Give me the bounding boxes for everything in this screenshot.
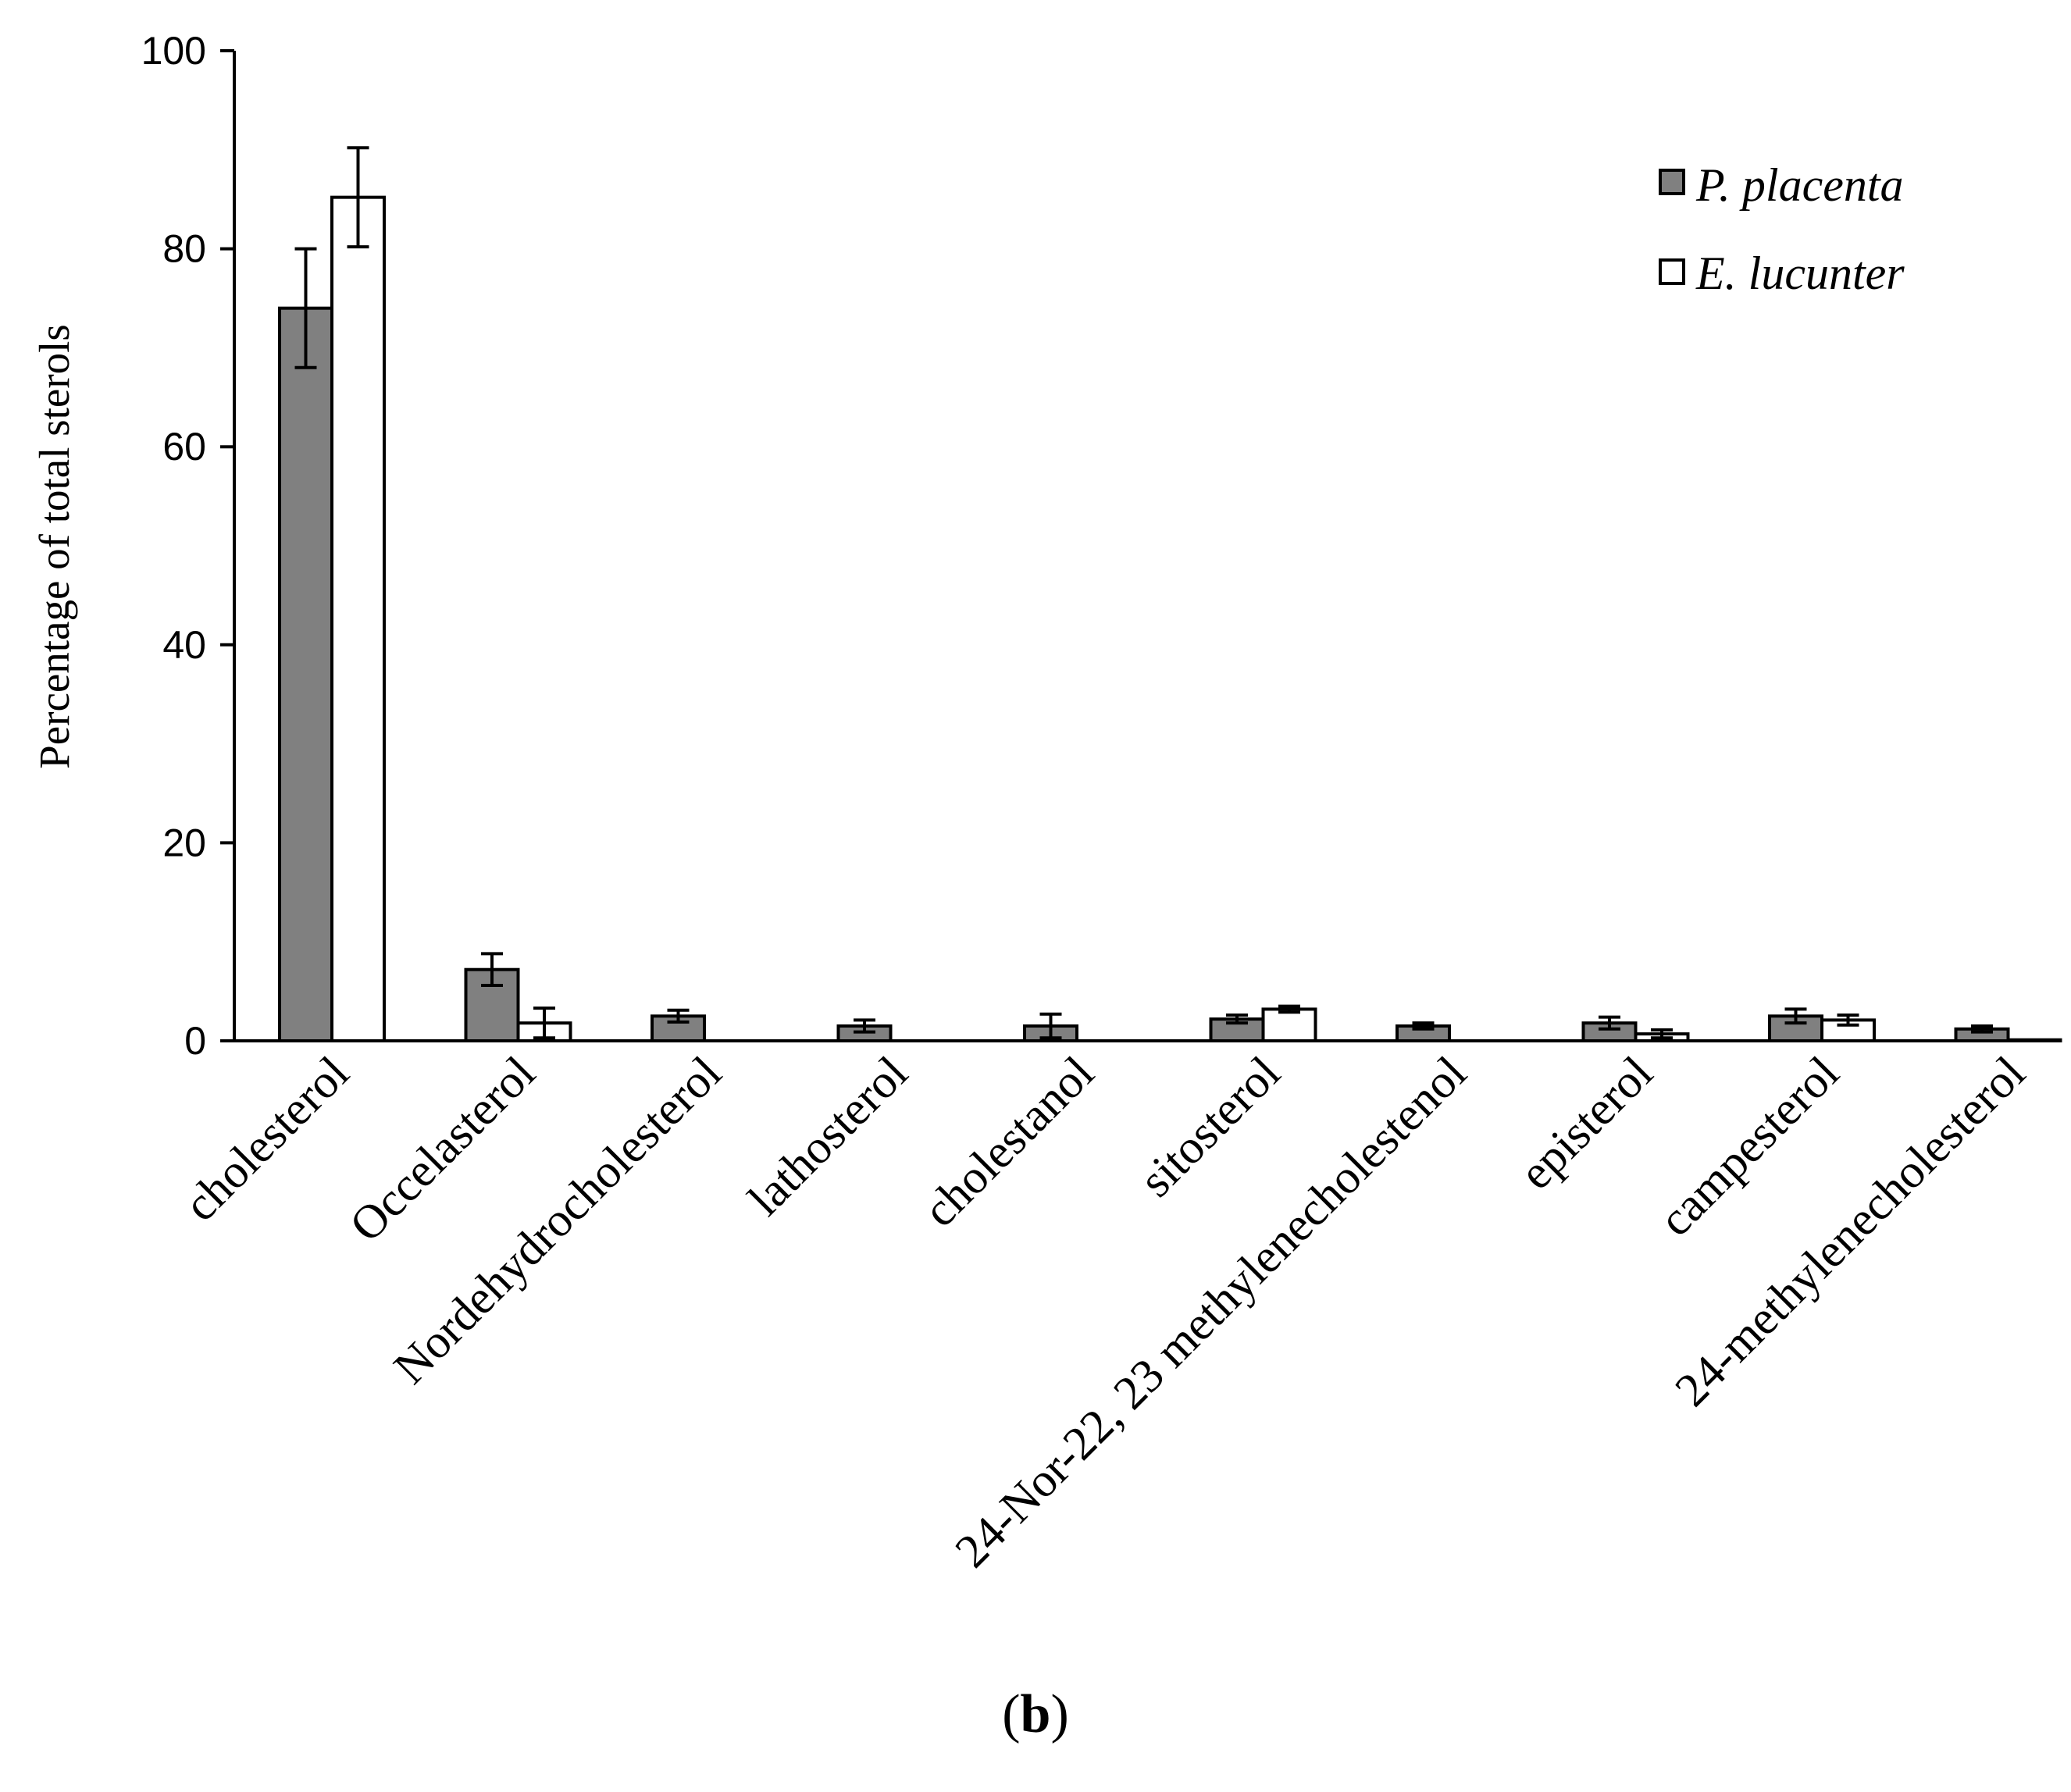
x-tick-label: Occelasterol (340, 1047, 545, 1252)
bar-e-lucunter (1261, 1007, 1317, 1042)
x-tick-label: campesterol (1649, 1047, 1849, 1247)
legend-swatch-p-placenta (1659, 169, 1685, 195)
x-tick-label: cholesterol (174, 1047, 359, 1232)
legend-label-p-placenta: P. placenta (1695, 159, 1904, 211)
legend-label-e-lucunter: E. lucunter (1695, 248, 1905, 299)
panel-label-open: ( (1002, 1684, 1020, 1744)
y-tick-label: 20 (162, 821, 206, 864)
legend-swatch-e-lucunter (1659, 258, 1685, 285)
x-tick-label: 24-methylenecholesterol (1666, 1047, 2036, 1417)
y-tick-label: 60 (162, 425, 206, 468)
bar-e-lucunter (2006, 1038, 2062, 1043)
y-tick-label: 0 (184, 1019, 206, 1063)
x-tick-label: Nordehydrocholesterol (384, 1047, 732, 1395)
panel-label-letter: b (1021, 1684, 1051, 1744)
bar-e-lucunter (330, 195, 386, 1043)
y-tick-label: 40 (162, 623, 206, 667)
panel-label: (b) (1002, 1684, 1069, 1744)
bar-p-placenta (278, 306, 333, 1042)
bars (278, 195, 2062, 1043)
y-tick-labels: 0 20 40 60 80 100 (141, 29, 206, 1063)
legend: P. placenta E. lucunter (1659, 159, 1905, 299)
y-axis-title: Percentage of total sterols (30, 324, 78, 769)
error-bars (294, 146, 1993, 1040)
x-tick-label: lathosterol (739, 1047, 918, 1226)
x-tick-label: sitosterol (1130, 1047, 1291, 1208)
panel-label-close: ) (1050, 1684, 1068, 1744)
x-tick-label: episterol (1510, 1047, 1663, 1200)
y-tick-label: 80 (162, 227, 206, 271)
y-tick-label: 100 (141, 29, 206, 73)
x-tick-label: cholestanol (914, 1047, 1104, 1238)
x-tick-labels: cholesterolOccelasterolNordehydrocholest… (174, 1047, 2035, 1578)
